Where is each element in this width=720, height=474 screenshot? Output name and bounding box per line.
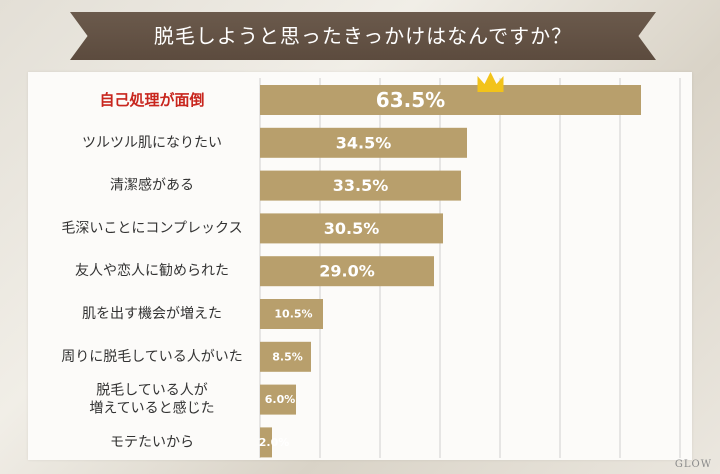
category-label: 友人や恋人に勧められた bbox=[75, 262, 229, 279]
category-label: 毛深いことにコンプレックス bbox=[61, 220, 242, 236]
bar bbox=[260, 127, 467, 158]
value-label: 33.5% bbox=[333, 176, 389, 195]
value-label: 6.0% bbox=[265, 393, 296, 406]
category-label: モテたいから bbox=[110, 434, 194, 450]
value-label: 30.5% bbox=[324, 219, 380, 238]
crown-shape bbox=[477, 72, 504, 92]
category-label: 肌を出す機会が増えた bbox=[82, 306, 222, 322]
value-label: 10.5% bbox=[274, 308, 312, 321]
category-label: 清潔感がある bbox=[110, 177, 194, 194]
category-label: 脱毛している人が増えていると感じた bbox=[89, 383, 214, 417]
value-label: 63.5% bbox=[376, 88, 445, 112]
crown-icon bbox=[477, 72, 504, 92]
title-banner bbox=[70, 12, 656, 60]
bar bbox=[260, 85, 641, 115]
value-label: 2.0% bbox=[259, 436, 290, 449]
value-label: 34.5% bbox=[336, 133, 392, 152]
bar-layer bbox=[260, 85, 641, 458]
value-label: 29.0% bbox=[319, 262, 375, 281]
bar bbox=[260, 384, 296, 415]
bar bbox=[260, 299, 323, 329]
value-label: 8.5% bbox=[272, 350, 303, 363]
chart-title: 脱毛しようと思ったきっかけはなんですか？ bbox=[153, 24, 573, 48]
label-layer: 63.5% 自己処理が面倒 34.5% ツルツル肌になりたい 33.5% 清潔感がある 30… bbox=[61, 88, 445, 450]
bar bbox=[260, 213, 443, 244]
bar bbox=[260, 170, 461, 201]
category-label: ツルツル肌になりたい bbox=[82, 135, 222, 151]
category-label: 周りに脱毛している人がいた bbox=[61, 349, 243, 365]
watermark-logo: GLOW bbox=[674, 459, 712, 470]
bar bbox=[260, 256, 434, 287]
bar bbox=[260, 427, 272, 458]
bar bbox=[260, 341, 311, 372]
category-label: 自己処理が面倒 bbox=[99, 91, 204, 109]
